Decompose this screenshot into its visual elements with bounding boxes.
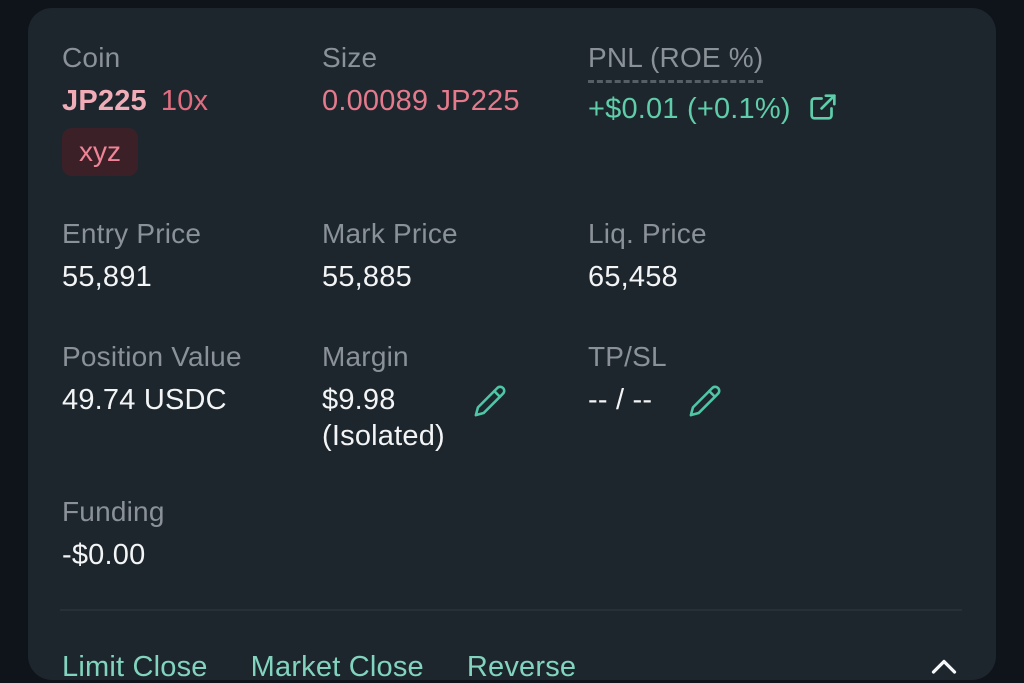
pnl-share-button[interactable]: [806, 90, 840, 127]
pnl-label[interactable]: PNL (ROE %): [588, 40, 764, 83]
entry-price-label: Entry Price: [62, 218, 202, 249]
coin-cell: Coin JP225 10x xyz: [62, 40, 322, 176]
margin-amount: $9.98: [322, 384, 396, 416]
pnl-value-line: +$0.01 (+0.1%): [588, 90, 962, 127]
limit-close-button[interactable]: Limit Close: [62, 649, 208, 680]
row-coin-size-pnl: Coin JP225 10x xyz Size 0.00089 JP225 PN…: [62, 40, 962, 176]
position-value-cell: Position Value 49.74 USDC: [62, 339, 322, 454]
margin-value-line: $9.98 (Isolated): [322, 382, 588, 454]
tpsl-value-line: -- / --: [588, 382, 962, 421]
size-cell: Size 0.00089 JP225: [322, 40, 588, 176]
coin-leverage: 10x: [160, 85, 209, 117]
margin-mode: (Isolated): [322, 420, 445, 452]
tpsl-value: -- / --: [588, 384, 653, 416]
pnl-cell: PNL (ROE %) +$0.01 (+0.1%): [588, 40, 962, 176]
entry-price-value: 55,891: [62, 261, 152, 293]
margin-cell: Margin $9.98 (Isolated): [322, 339, 588, 454]
position-value-value: 49.74 USDC: [62, 384, 227, 416]
mark-price-cell: Mark Price 55,885: [322, 216, 588, 295]
position-card: Coin JP225 10x xyz Size 0.00089 JP225 PN…: [28, 8, 996, 680]
external-link-icon: [806, 90, 840, 127]
market-close-button[interactable]: Market Close: [251, 649, 424, 680]
position-value-label: Position Value: [62, 341, 242, 372]
tpsl-edit-button[interactable]: [688, 384, 722, 421]
chevron-up-icon: [926, 651, 962, 681]
pencil-icon: [688, 384, 722, 421]
funding-value: -$0.00: [62, 539, 146, 571]
coin-badge: xyz: [62, 128, 138, 176]
margin-label: Margin: [322, 341, 409, 372]
mark-price-value: 55,885: [322, 261, 412, 293]
pencil-icon: [473, 384, 507, 421]
mark-price-label: Mark Price: [322, 218, 458, 249]
coin-label: Coin: [62, 42, 121, 73]
funding-label: Funding: [62, 496, 165, 527]
size-label: Size: [322, 42, 378, 73]
divider: [60, 609, 962, 611]
row-prices: Entry Price 55,891 Mark Price 55,885 Liq…: [62, 216, 962, 295]
coin-value: JP225 10x: [62, 83, 322, 119]
liq-price-value: 65,458: [588, 261, 678, 293]
coin-symbol: JP225: [62, 85, 147, 117]
collapse-button[interactable]: [926, 651, 962, 681]
pnl-label-wrap: PNL (ROE %): [588, 40, 962, 83]
row-value-margin-tpsl: Position Value 49.74 USDC Margin $9.98 (…: [62, 339, 962, 454]
row-funding: Funding -$0.00: [62, 494, 962, 573]
action-bar: Limit Close Market Close Reverse: [62, 649, 962, 680]
size-value: 0.00089 JP225: [322, 85, 520, 117]
reverse-button[interactable]: Reverse: [467, 649, 576, 680]
liq-price-label: Liq. Price: [588, 218, 707, 249]
funding-cell: Funding -$0.00: [62, 494, 322, 573]
margin-edit-button[interactable]: [473, 384, 507, 421]
liq-price-cell: Liq. Price 65,458: [588, 216, 962, 295]
tpsl-cell: TP/SL -- / --: [588, 339, 962, 454]
pnl-value: +$0.01 (+0.1%): [588, 92, 791, 125]
entry-price-cell: Entry Price 55,891: [62, 216, 322, 295]
tpsl-label: TP/SL: [588, 341, 667, 372]
margin-amounts: $9.98 (Isolated): [322, 382, 445, 454]
